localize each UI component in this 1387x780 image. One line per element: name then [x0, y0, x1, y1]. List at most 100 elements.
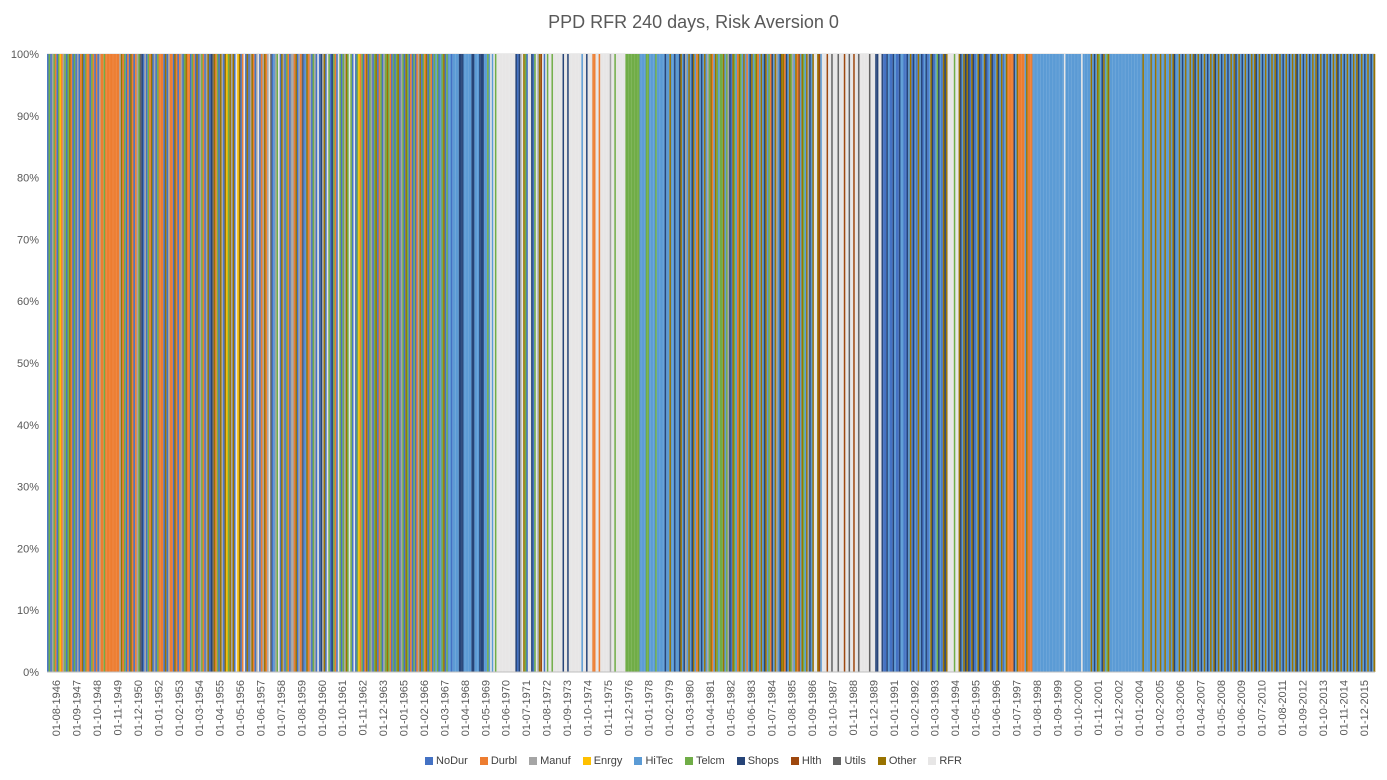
- bar: [384, 54, 387, 672]
- bar: [58, 54, 60, 672]
- bar: [917, 54, 920, 672]
- bar: [276, 54, 279, 672]
- bar: [520, 54, 522, 672]
- bar: [1249, 54, 1252, 672]
- bar: [1357, 54, 1360, 672]
- bar: [510, 54, 513, 672]
- bar: [1305, 54, 1308, 672]
- bar: [865, 54, 868, 672]
- bar: [417, 54, 420, 672]
- bar: [1222, 54, 1225, 672]
- bar: [509, 54, 511, 672]
- legend-swatch: [634, 757, 643, 765]
- bar: [996, 54, 999, 672]
- bar: [612, 54, 615, 672]
- bar: [912, 54, 915, 672]
- legend-swatch: [529, 757, 538, 765]
- bar: [1195, 54, 1198, 672]
- bar: [304, 54, 307, 672]
- bar: [606, 54, 609, 672]
- x-tick-label: 01-12-2002: [1114, 680, 1126, 736]
- legend-item: HiTec: [634, 755, 673, 767]
- bar: [432, 54, 434, 672]
- bar: [307, 54, 310, 672]
- bar: [235, 54, 238, 672]
- bar: [861, 54, 863, 672]
- bar: [909, 54, 912, 672]
- bar: [1055, 54, 1058, 672]
- legend-label: Shops: [747, 755, 779, 767]
- bar: [268, 54, 271, 672]
- bar: [1066, 54, 1069, 672]
- x-tick-label: 01-09-1973: [562, 680, 574, 736]
- bar: [765, 54, 768, 672]
- bar: [721, 54, 724, 672]
- bar: [656, 54, 659, 672]
- x-tick-label: 01-03-2006: [1175, 680, 1187, 736]
- bar: [293, 54, 296, 672]
- bar: [1068, 54, 1071, 672]
- bar: [1282, 54, 1285, 672]
- bar: [527, 54, 530, 672]
- bar: [194, 54, 197, 672]
- bar: [282, 54, 285, 672]
- x-tick-label: 01-08-2011: [1277, 680, 1289, 735]
- bar: [1090, 54, 1093, 672]
- bar: [529, 54, 532, 672]
- bar: [1238, 54, 1241, 672]
- bar: [1096, 54, 1099, 672]
- bar: [557, 54, 560, 672]
- bar: [186, 54, 189, 672]
- bar: [254, 54, 257, 672]
- bar: [942, 54, 945, 672]
- bar: [625, 54, 628, 672]
- bar: [1315, 54, 1318, 672]
- bar: [1236, 54, 1239, 672]
- bar: [1071, 54, 1074, 672]
- bar: [210, 54, 213, 672]
- bar: [1010, 54, 1013, 672]
- bar: [380, 54, 383, 672]
- legend-swatch: [833, 757, 842, 765]
- bar: [1363, 54, 1366, 672]
- bar: [1277, 54, 1280, 672]
- bar: [782, 54, 785, 672]
- bar: [94, 54, 97, 672]
- bar: [601, 54, 604, 672]
- bar: [705, 54, 708, 672]
- bar: [95, 54, 98, 672]
- bar: [314, 54, 317, 672]
- bar: [678, 54, 681, 672]
- bar: [146, 54, 148, 672]
- bar: [732, 54, 735, 672]
- bar: [974, 54, 977, 672]
- bar: [455, 54, 458, 672]
- bar: [944, 54, 947, 672]
- bar: [956, 54, 959, 672]
- x-tick-label: 01-02-1992: [909, 680, 921, 736]
- bar: [1294, 54, 1297, 672]
- bar: [614, 54, 617, 672]
- y-tick-label: 70%: [17, 234, 39, 246]
- bar: [916, 54, 918, 672]
- bar: [1041, 54, 1044, 672]
- bar: [749, 54, 752, 672]
- bar: [582, 54, 585, 672]
- x-tick-label: 01-10-1987: [828, 680, 840, 736]
- bar: [1319, 54, 1322, 672]
- bar: [769, 54, 772, 672]
- bar: [1137, 54, 1140, 672]
- bar: [227, 54, 230, 672]
- bar: [641, 54, 643, 672]
- x-tick-label: 01-08-1998: [1032, 680, 1044, 736]
- bar: [84, 54, 87, 672]
- bar: [386, 54, 389, 672]
- bar: [1335, 54, 1338, 672]
- bar: [1264, 54, 1267, 672]
- bar: [1120, 54, 1123, 672]
- bar: [221, 54, 224, 672]
- bar: [653, 54, 656, 672]
- bar: [818, 54, 821, 672]
- bar: [292, 54, 295, 672]
- bar: [1260, 54, 1263, 672]
